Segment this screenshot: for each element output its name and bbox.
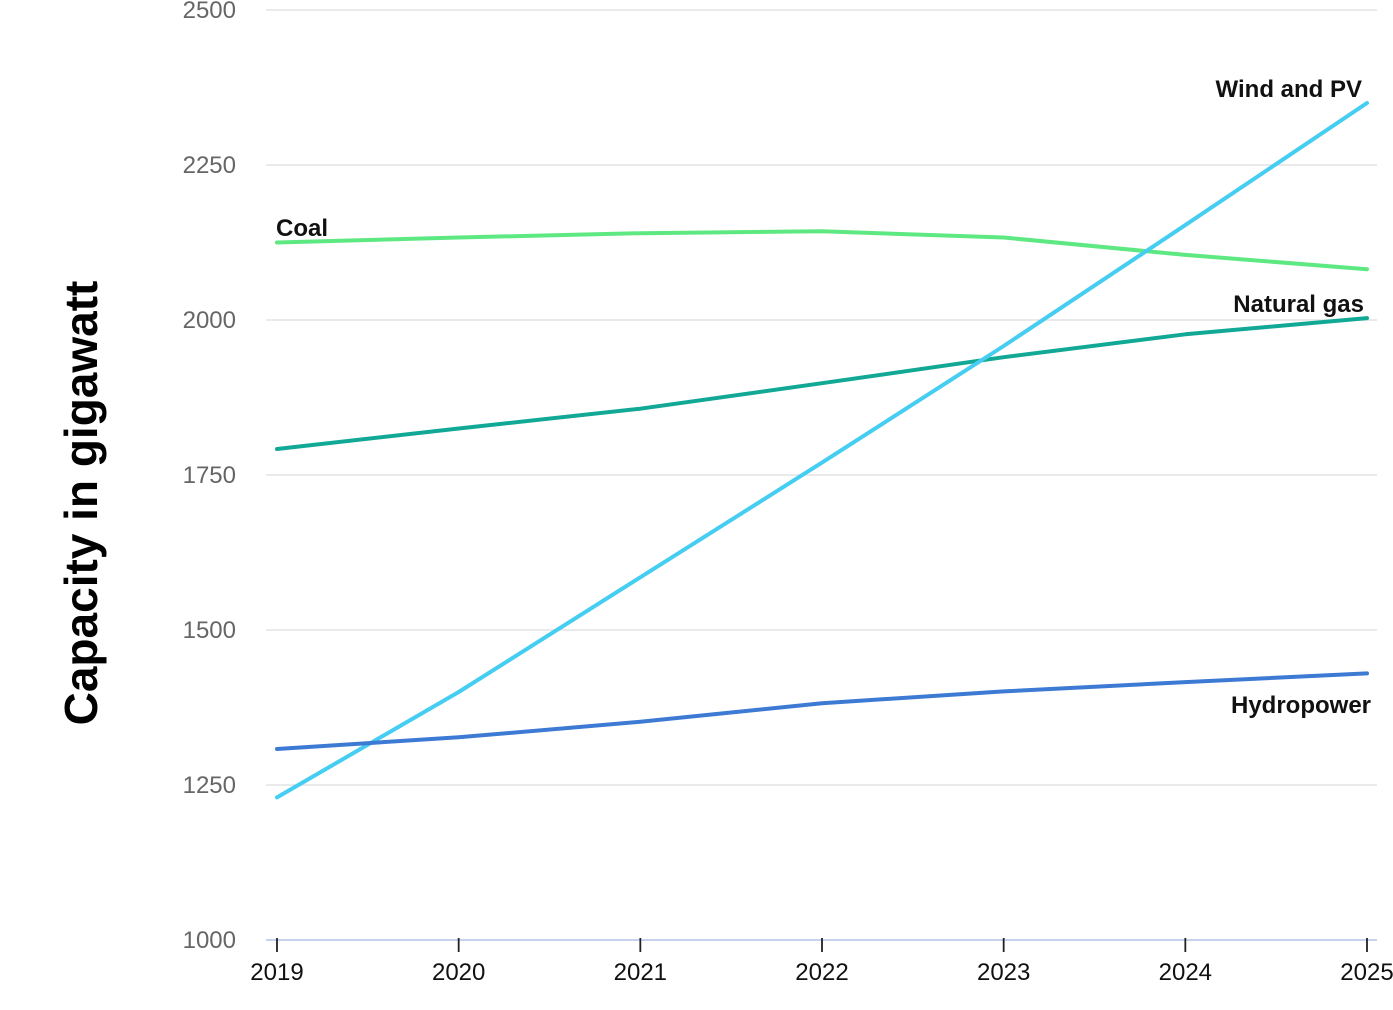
series-label-coal: Coal xyxy=(276,215,328,242)
series-line-natural-gas xyxy=(275,316,1369,451)
series-label-natural-gas: Natural gas xyxy=(1233,291,1364,318)
y-tick-label: 1500 xyxy=(183,617,236,644)
series-labels: Coal Natural gas Wind and PV Hydropower xyxy=(276,76,1371,719)
x-tick-label: 2023 xyxy=(977,959,1030,986)
gridlines xyxy=(266,9,1377,786)
series-line-hydropower xyxy=(275,671,1369,751)
series-line-coal xyxy=(275,229,1369,272)
y-tick-label: 2000 xyxy=(183,307,236,334)
y-tick-label: 2250 xyxy=(183,152,236,179)
series-line-wind-and-pv xyxy=(275,101,1369,800)
series-lines xyxy=(275,101,1369,800)
y-tick-label: 2500 xyxy=(183,0,236,24)
y-tick-label: 1750 xyxy=(183,462,236,489)
x-tick-label: 2022 xyxy=(795,959,848,986)
x-tick-label: 2019 xyxy=(250,959,303,986)
series-label-wind-and-pv: Wind and PV xyxy=(1216,76,1362,103)
axes: 1000 1250 1500 1750 2000 2250 2500 2019 2020 2021… xyxy=(183,0,1393,986)
x-tick-label: 2025 xyxy=(1340,959,1393,986)
y-tick-label: 1000 xyxy=(183,927,236,954)
x-tick-label: 2024 xyxy=(1159,959,1212,986)
x-tick-label: 2021 xyxy=(614,959,667,986)
x-tick-label: 2020 xyxy=(432,959,485,986)
series-label-hydropower: Hydropower xyxy=(1231,692,1371,719)
y-tick-label: 1250 xyxy=(183,772,236,799)
y-axis-title: Capacity in gigawatt xyxy=(55,281,107,726)
